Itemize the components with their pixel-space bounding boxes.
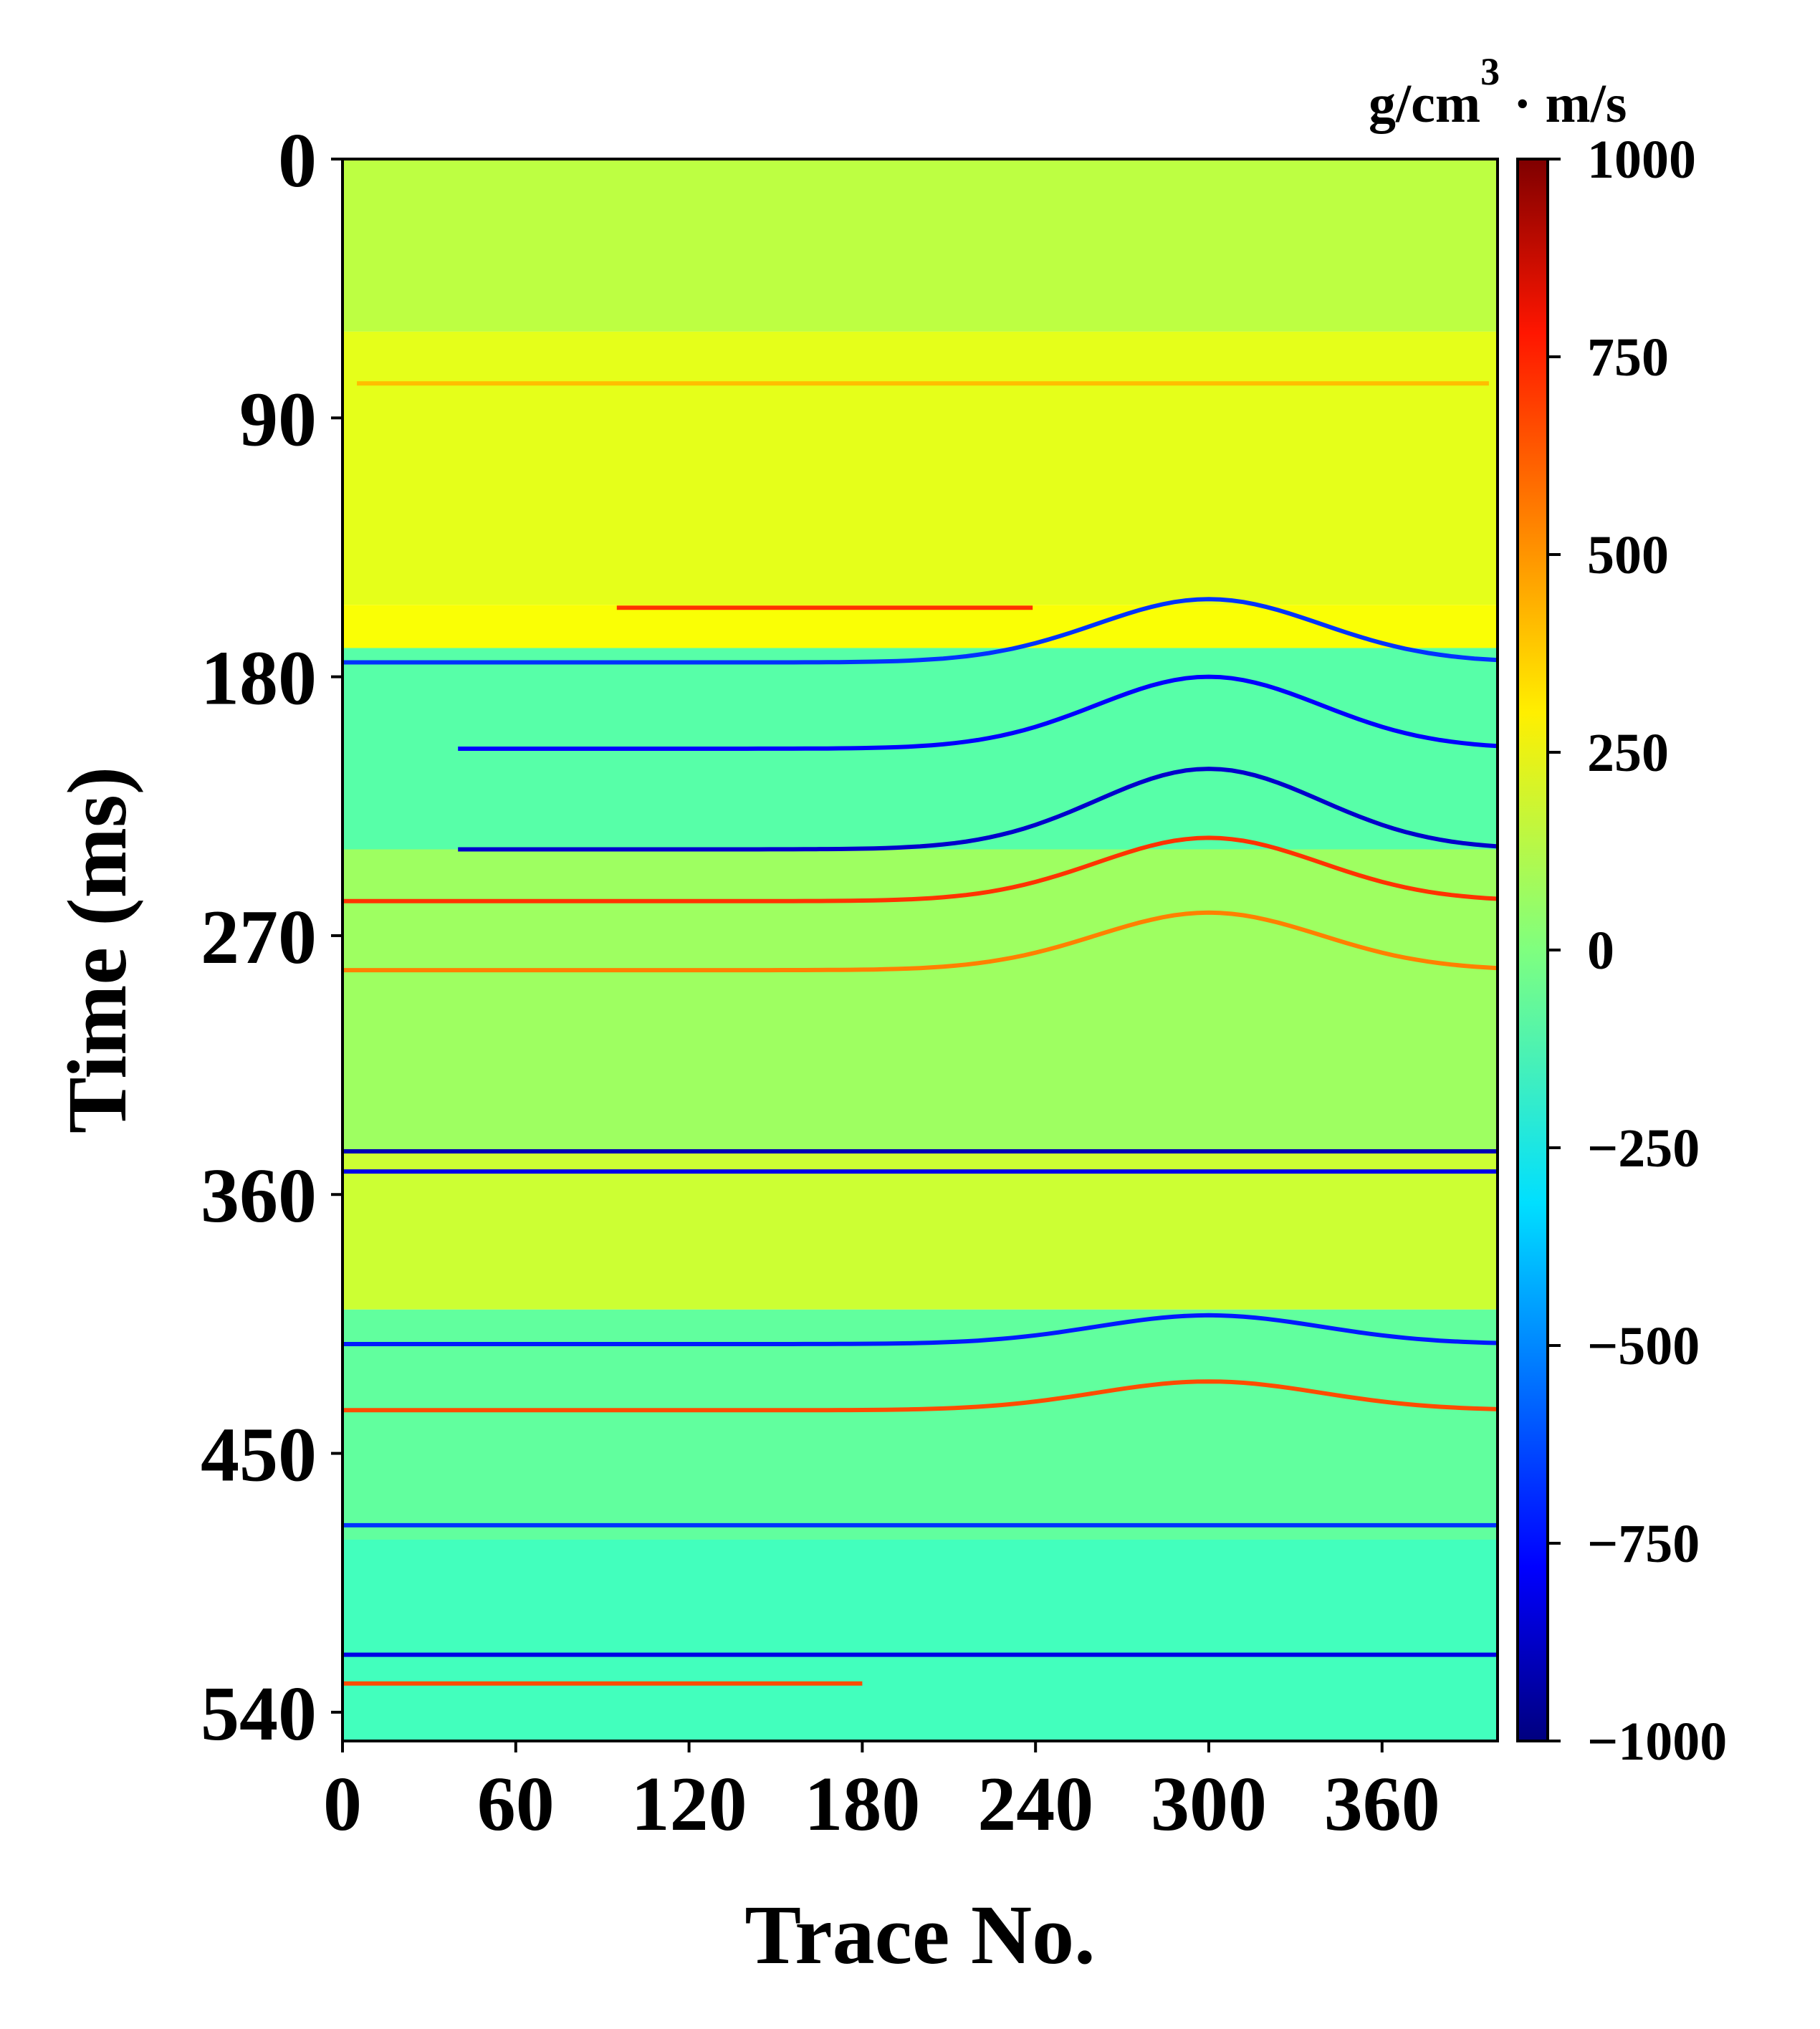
y-tick-label: 270 [201,895,317,980]
x-tick-label: 240 [977,1762,1093,1847]
y-axis-label: Time (ms) [50,767,144,1133]
heatmap-band [343,1151,1498,1310]
colorbar-tick-label: 250 [1587,723,1669,783]
heatmap-reflector [458,674,1498,751]
x-tick-label: 60 [477,1762,555,1847]
colorbar-unit-main: g/cm [1369,74,1480,134]
colorbar-tick-label: 500 [1587,525,1669,585]
colorbar-tick-label: 0 [1587,921,1614,981]
heatmap-reflector [458,767,1498,852]
heatmap-reflector [343,835,1498,903]
colorbar [1516,158,1549,1742]
heatmap-reflector [343,1313,1498,1346]
heatmap-reflector [343,597,1498,665]
colorbar-tick-label: −750 [1587,1514,1700,1574]
y-tick-label: 0 [278,118,317,203]
x-axis-label: Trace No. [744,1888,1095,1982]
x-tick-label: 0 [323,1762,362,1847]
y-tick-label: 360 [201,1153,317,1239]
y-tick-label: 180 [201,636,317,721]
colorbar-tick-label: −1000 [1587,1712,1727,1772]
x-axis: 0 60 120 180 240 300 360 [323,1741,1440,1847]
x-tick-label: 360 [1324,1762,1440,1847]
colorbar-tick-label: 1000 [1587,130,1696,190]
colorbar-unit-exponent: 3 [1480,50,1500,93]
colorbar-tick-label: −500 [1587,1316,1700,1376]
heatmap-band [343,1309,1498,1540]
heatmap-band [343,849,1498,1152]
y-tick-label: 450 [201,1413,317,1498]
x-tick-label: 180 [804,1762,920,1847]
y-axis: 0 90 180 270 360 450 540 [201,118,343,1757]
heatmap-reflector [343,910,1498,973]
colorbar-tick-label: −250 [1587,1118,1700,1179]
colorbar-axis: 1000 750 500 250 0 −250 −500 −750 −1000 [1548,130,1727,1772]
y-tick-label: 90 [239,377,317,462]
y-tick-label: 540 [201,1671,317,1757]
heatmap-reflector [343,1379,1498,1413]
heatmap-band [343,331,1498,605]
colorbar-unit-label: g/cm3 · m/s [1369,50,1627,134]
colorbar-tick-label: 750 [1587,327,1669,388]
heatmap-image [343,159,1498,1741]
heatmap-band [343,1539,1498,1741]
colorbar-unit-rest: · m/s [1500,74,1627,134]
x-tick-label: 300 [1151,1762,1267,1847]
plot-frame [341,158,1499,1742]
heatmap-band [343,605,1498,648]
x-tick-label: 120 [631,1762,747,1847]
heatmap-band [343,159,1498,332]
